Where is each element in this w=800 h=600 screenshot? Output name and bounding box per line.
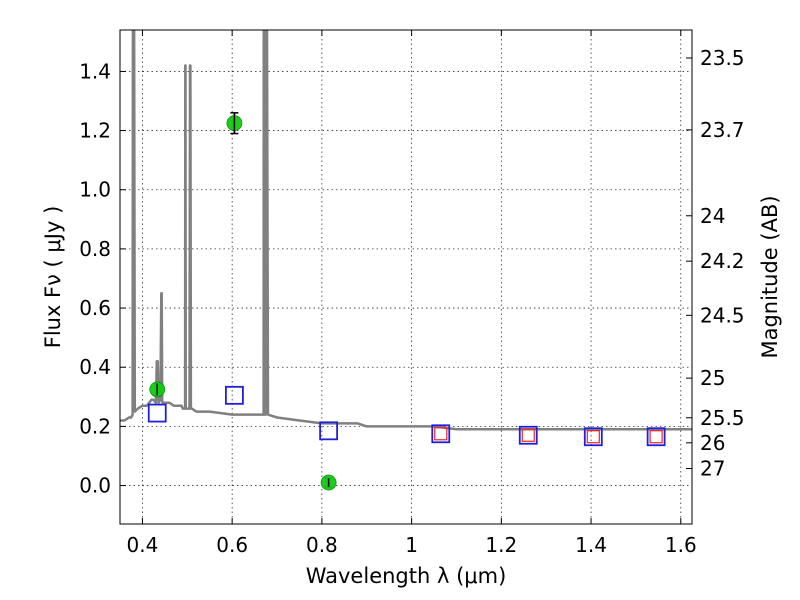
model-point [518, 425, 538, 445]
y-tick-label: 0.4 [79, 355, 111, 379]
y-tick-label: 0.6 [79, 296, 111, 320]
x-tick-label: 1.6 [665, 533, 697, 557]
secondary-model-point [586, 430, 600, 444]
model-point [646, 427, 666, 447]
spectrum-line [120, 30, 692, 431]
right-tick-label: 23.5 [700, 46, 745, 70]
model-point [583, 427, 603, 447]
right-tick-label: 23.7 [700, 118, 745, 142]
x-tick-label: 0.8 [306, 533, 338, 557]
y-tick-label: 0.8 [79, 237, 111, 261]
right-tick-label: 27 [700, 457, 725, 481]
right-tick-label: 26 [700, 431, 725, 455]
right-tick-label: 24.5 [700, 303, 745, 327]
y-axis-label: Flux Fν ( μJy ) [41, 206, 65, 349]
x-tick-label: 1 [405, 533, 418, 557]
y-tick-label: 0.0 [79, 474, 111, 498]
x-tick-label: 1.2 [485, 533, 517, 557]
model-point [319, 421, 339, 441]
series-layer [120, 30, 692, 491]
right-tick-label: 25.5 [700, 406, 745, 430]
secondary-model-point [521, 428, 535, 442]
y-tick-label: 1.2 [79, 119, 111, 143]
tick-marks [120, 30, 692, 524]
x-axis-label: Wavelength λ (μm) [306, 564, 507, 588]
grid-lines [120, 30, 692, 524]
y-tick-label: 0.2 [79, 414, 111, 438]
x-tick-label: 0.4 [127, 533, 159, 557]
secondary-model-point [434, 427, 448, 441]
right-tick-label: 24.2 [700, 249, 745, 273]
model-point [147, 403, 167, 423]
y-tick-label: 1.0 [79, 178, 111, 202]
y-axis-right-label: Magnitude (AB) [758, 195, 782, 358]
x-tick-label: 0.6 [216, 533, 248, 557]
secondary-model-point [649, 430, 663, 444]
model-point [224, 385, 244, 405]
right-tick-label: 24 [700, 204, 725, 228]
plot-frame [119, 29, 693, 525]
right-tick-label: 25 [700, 366, 725, 390]
x-tick-label: 1.4 [575, 533, 607, 557]
y-tick-labels: 0.0 0.2 0.4 0.6 0.8 1.0 1.2 1.4 [79, 59, 111, 497]
y-tick-label: 1.4 [79, 59, 111, 83]
x-tick-labels: 0.4 0.6 0.8 1 1.2 1.4 1.6 [127, 533, 697, 557]
model-point [431, 424, 451, 444]
